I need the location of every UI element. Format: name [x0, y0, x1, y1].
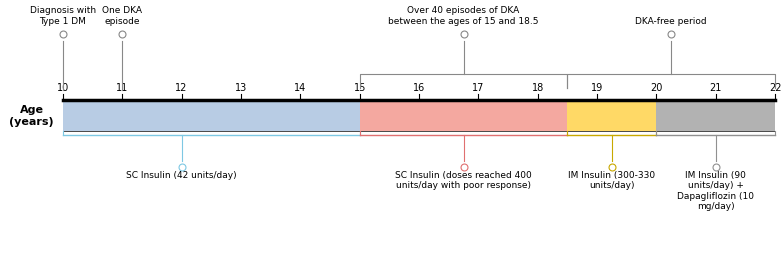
Text: 20: 20	[650, 83, 662, 93]
Text: 22: 22	[769, 83, 782, 93]
Text: Age
(years): Age (years)	[9, 105, 54, 127]
Text: 13: 13	[235, 83, 247, 93]
Text: Diagnosis with
Type 1 DM: Diagnosis with Type 1 DM	[30, 7, 96, 26]
Text: DKA-free period: DKA-free period	[636, 17, 707, 26]
Bar	[656, 100, 775, 131]
Bar	[360, 100, 568, 131]
Text: SC Insulin (doses reached 400
units/day with poor response): SC Insulin (doses reached 400 units/day …	[395, 171, 532, 190]
Text: 18: 18	[532, 83, 544, 93]
Text: 15: 15	[354, 83, 366, 93]
Text: 21: 21	[710, 83, 722, 93]
Text: 17: 17	[472, 83, 485, 93]
Bar	[568, 100, 656, 131]
Text: 12: 12	[176, 83, 188, 93]
Text: 16: 16	[413, 83, 425, 93]
Text: 10: 10	[56, 83, 69, 93]
Text: 14: 14	[294, 83, 307, 93]
Text: IM Insulin (90
units/day) +
Dapagliflozin (10
mg/day): IM Insulin (90 units/day) + Dapagliflozi…	[677, 171, 754, 211]
Text: One DKA
episode: One DKA episode	[102, 7, 142, 26]
Text: SC Insulin (42 units/day): SC Insulin (42 units/day)	[126, 171, 237, 180]
Text: IM Insulin (300-330
units/day): IM Insulin (300-330 units/day)	[568, 171, 655, 190]
Bar	[63, 100, 360, 131]
Text: Over 40 episodes of DKA
between the ages of 15 and 18.5: Over 40 episodes of DKA between the ages…	[388, 7, 539, 26]
Text: 19: 19	[591, 83, 603, 93]
Text: 11: 11	[116, 83, 129, 93]
